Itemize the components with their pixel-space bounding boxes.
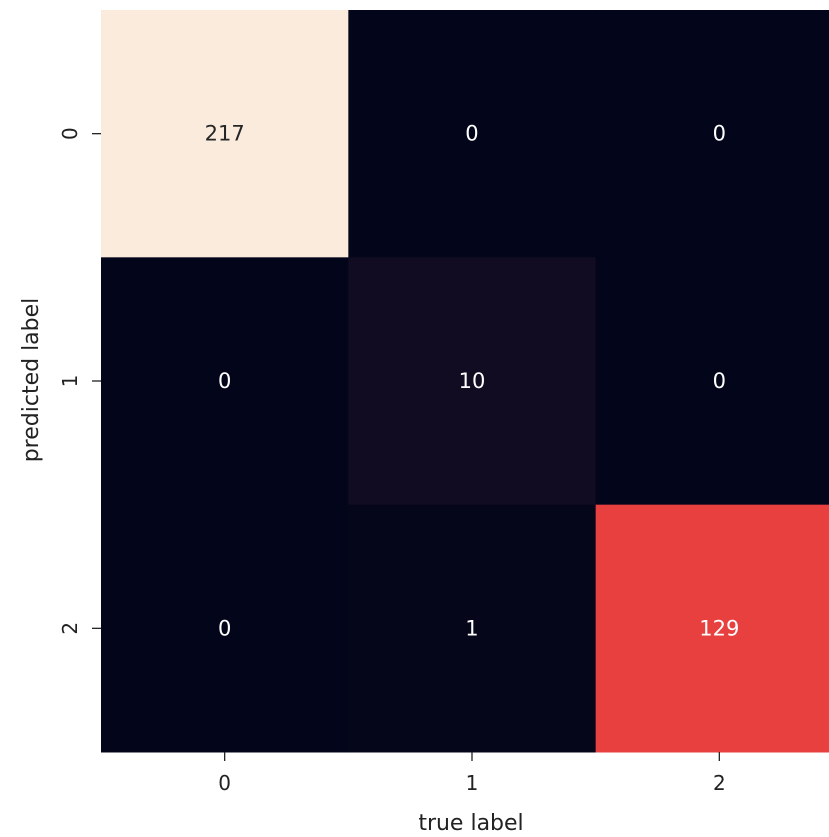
heatmap-cell	[101, 504, 349, 753]
x-axis-label: true label	[418, 811, 523, 836]
cell-value-label: 0	[218, 616, 231, 640]
cell-value-label: 10	[459, 369, 486, 393]
x-tick-label: 1	[466, 771, 479, 795]
cell-value-label: 1	[465, 616, 478, 640]
y-tick-label: 1	[58, 375, 82, 388]
x-tick-label: 2	[713, 771, 726, 795]
heatmap-cell	[595, 504, 829, 753]
cell-value-label: 129	[699, 616, 739, 640]
y-axis-label: predicted label	[19, 298, 44, 463]
heatmap-cell	[595, 10, 829, 258]
cell-value-label: 0	[713, 122, 726, 146]
heatmap-cell	[101, 257, 349, 506]
axis-ticks: 0 1 2 0 1 2	[58, 127, 726, 795]
y-tick-label: 2	[58, 622, 82, 635]
cell-value-label: 217	[205, 122, 245, 146]
heatmap-cell	[101, 10, 349, 258]
y-tick-label: 0	[58, 127, 82, 140]
cell-value-label: 0	[218, 369, 231, 393]
heatmap-cell	[348, 257, 597, 506]
cell-value-label: 0	[713, 369, 726, 393]
heatmap-cells: 217 0 0 0 10 0 0 1 129	[101, 10, 829, 753]
x-tick-label: 0	[218, 771, 231, 795]
heatmap-cell	[348, 10, 597, 258]
heatmap-cell	[348, 504, 597, 753]
cell-value-label: 0	[465, 122, 478, 146]
heatmap-cell	[595, 257, 829, 506]
